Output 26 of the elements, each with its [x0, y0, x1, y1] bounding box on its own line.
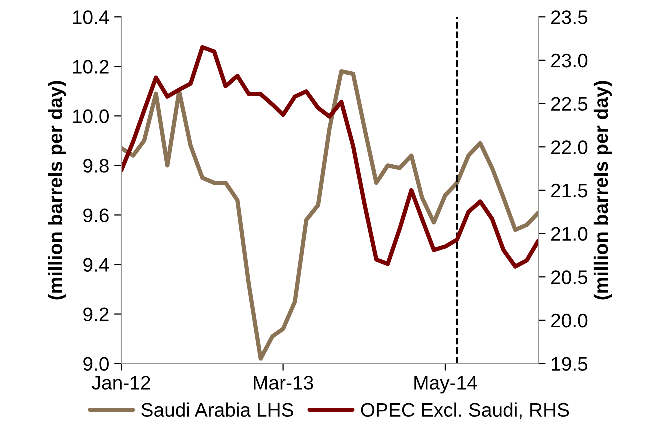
y2-tick-label: 20.0 — [552, 314, 588, 328]
y-tick-label: 9.0 — [84, 357, 109, 372]
y-tick-label: 10.2 — [73, 60, 109, 74]
y-tick-label: 10.4 — [73, 10, 110, 24]
y2-tick-label: 22.0 — [552, 140, 588, 154]
y2-tick-label: 22.5 — [552, 97, 588, 112]
x-tick-label: Jan-12 — [92, 376, 150, 390]
legend-label: OPEC Excl. Saudi, RHS — [361, 402, 570, 420]
y-axis-title: (million barrels per day) — [48, 81, 66, 300]
y-tick-label: 9.4 — [84, 258, 110, 272]
y2-tick-label: 21.5 — [552, 184, 588, 198]
legend-label: Saudi Arabia LHS — [142, 402, 294, 418]
line-series — [122, 45, 539, 269]
x-tick-label: Mar-13 — [254, 376, 314, 390]
y2-tick-label: 20.5 — [552, 270, 588, 284]
y2-tick-label: 23.0 — [552, 54, 588, 68]
y2-tick-label: 21.0 — [552, 227, 588, 242]
y2-axis-title: (million barrels per day) — [594, 81, 612, 300]
y-tick-label: 9.8 — [84, 159, 109, 173]
line-series — [122, 70, 539, 361]
y-tick-label: 9.2 — [84, 308, 109, 322]
y2-tick-label: 23.5 — [552, 10, 588, 24]
y-tick-label: 9.6 — [84, 208, 109, 222]
x-tick-label: May-14 — [414, 376, 478, 394]
y2-tick-label: 19.5 — [552, 357, 588, 372]
y-tick-label: 10.0 — [73, 110, 109, 124]
